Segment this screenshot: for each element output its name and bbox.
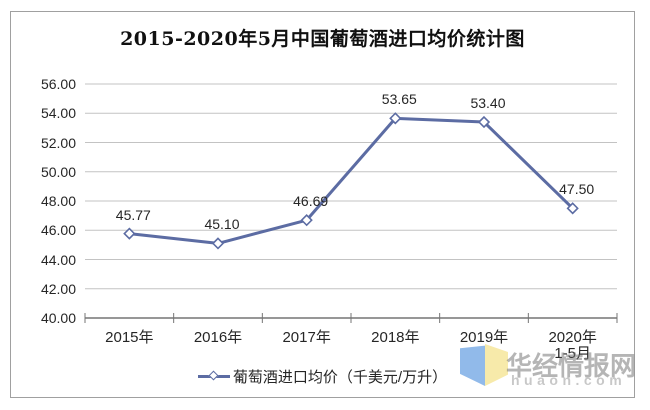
y-tick-label: 56.00	[40, 76, 76, 92]
y-tick-label: 50.00	[40, 163, 76, 180]
x-tick-sublabel: 1-5月	[554, 345, 591, 362]
y-tick-label: 48.00	[40, 193, 76, 209]
x-tick-label: 2016年	[193, 329, 243, 346]
legend: 葡萄酒进口均价（千美元/万升）	[10, 364, 635, 388]
x-tick-label: 2019年	[459, 329, 509, 346]
chart-border	[10, 11, 635, 398]
data-point-label: 53.40	[470, 95, 506, 112]
legend-label: 葡萄酒进口均价（千美元/万升）	[232, 368, 448, 386]
y-tick-label: 40.00	[40, 310, 76, 326]
y-tick-label: 42.00	[40, 280, 76, 297]
x-tick-label: 2015年	[105, 329, 154, 346]
data-point-label: 46.69	[293, 193, 329, 210]
x-tick-label: 2018年	[371, 329, 420, 346]
y-tick-label: 46.00	[40, 222, 76, 239]
y-tick-label: 54.00	[40, 105, 76, 122]
x-tick-label: 2017年	[282, 329, 331, 346]
x-tick-label: 2020年	[548, 329, 597, 346]
legend-diamond-icon	[208, 370, 219, 381]
legend-line-diamond-icon	[197, 370, 230, 382]
data-point-label: 45.77	[115, 206, 151, 223]
data-point-label: 47.50	[559, 181, 595, 198]
y-tick-label: 44.00	[40, 251, 76, 268]
data-point-label: 53.65	[381, 91, 417, 108]
chart-title: 2015-2020年5月中国葡萄酒进口均价统计图	[120, 28, 525, 50]
y-tick-label: 52.00	[40, 134, 76, 151]
data-point-label: 45.10	[204, 216, 240, 233]
